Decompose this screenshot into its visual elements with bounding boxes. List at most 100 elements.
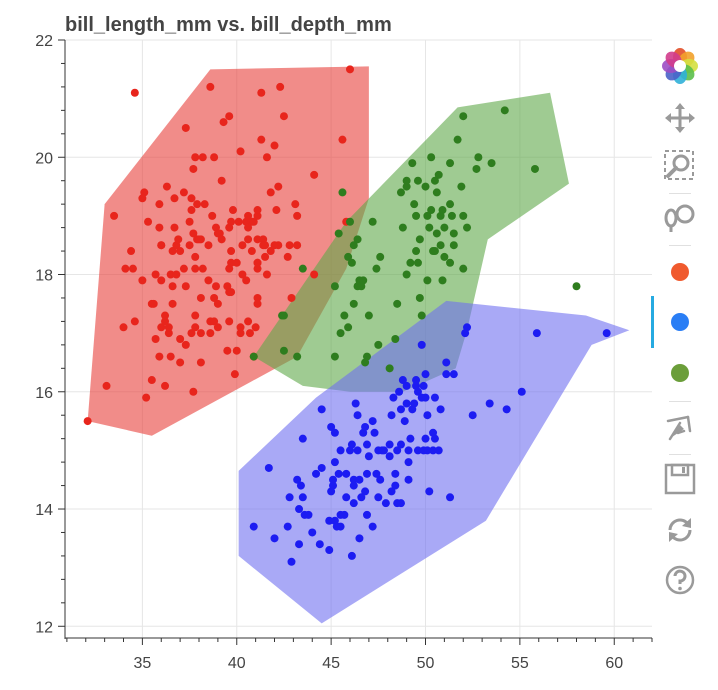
data-point [412,247,421,256]
y-tick-label: 14 [35,502,53,519]
data-point [187,194,196,203]
data-point [349,241,358,250]
data-point [166,352,175,361]
data-point [353,446,362,455]
legend-toggle-blue-icon[interactable] [658,300,702,344]
chart-title: bill_length_mm vs. bill_depth_mm [65,14,392,36]
data-point [198,153,207,162]
data-point [155,200,164,209]
data-point [364,452,373,461]
data-point [413,387,422,396]
data-point [474,153,483,162]
data-point [442,358,451,367]
data-point [402,270,411,279]
data-point [385,452,394,461]
data-point [147,376,156,385]
reset-icon[interactable] [658,508,702,552]
data-point [262,270,271,279]
data-point [402,381,411,390]
data-point [138,276,147,285]
data-point [355,475,364,484]
data-point [417,311,426,320]
data-point [236,147,245,156]
data-point [211,282,220,291]
pan-icon[interactable] [658,96,702,140]
data-point [500,106,509,115]
data-point [279,112,288,121]
data-point [261,252,270,261]
data-point [446,159,455,168]
data-point [446,493,455,502]
legend-toggle-red-icon[interactable] [658,250,702,294]
data-point [530,164,539,173]
data-point [330,352,339,361]
data-point [227,258,236,267]
data-point [362,469,371,478]
bokeh-logo-icon[interactable] [658,44,702,88]
data-point [287,293,296,302]
data-point [372,264,381,273]
data-point [293,211,302,220]
data-point [393,299,402,308]
help-icon[interactable] [658,558,702,602]
data-point [279,311,288,320]
hull-polygon [253,92,569,392]
data-point [83,417,92,426]
data-point [459,112,468,121]
data-point [138,194,147,203]
data-point [253,206,262,215]
data-point [457,182,466,191]
data-point [238,241,247,250]
y-tick-label: 12 [35,619,53,636]
data-point [347,258,356,267]
data-point [242,276,251,285]
data-point [402,182,411,191]
data-point [285,241,294,250]
data-point [362,440,371,449]
data-point [421,393,430,402]
data-point [293,241,302,250]
save-icon[interactable] [658,457,702,501]
data-point [398,376,407,385]
data-point [355,534,364,543]
data-point [266,247,275,256]
data-point [191,311,200,320]
data-point [421,434,430,443]
data-point [151,270,160,279]
data-point [391,469,400,478]
data-point [406,258,415,267]
data-point [430,434,439,443]
x-tick-label: 45 [322,655,340,672]
lasso-icon[interactable] [658,196,702,240]
box-zoom-icon[interactable] [658,144,702,188]
data-point [425,223,434,232]
data-point [168,299,177,308]
x-tick-label: 40 [228,655,246,672]
data-point [274,182,283,191]
data-point [459,264,468,273]
data-point [161,381,170,390]
data-point [223,346,232,355]
scatter-plot[interactable]: 35 40 45 50 55 60 12 14 16 18 20 22 [0,0,660,690]
data-point [338,188,347,197]
data-point [438,206,447,215]
data-point [181,340,190,349]
y-tick-label: 22 [35,33,53,50]
tap-icon[interactable] [658,405,702,449]
data-point [402,399,411,408]
data-point [395,387,404,396]
data-point [432,229,441,238]
data-point [151,335,160,343]
data-point [236,323,245,332]
data-point [244,317,253,326]
data-point [423,411,432,420]
data-point [463,323,472,332]
data-point [338,135,347,144]
data-point [368,217,377,226]
data-point [346,65,355,74]
legend-toggle-green-icon[interactable] [658,351,702,395]
data-point [127,247,136,256]
data-point [368,522,377,531]
data-point [463,223,472,232]
data-point [327,487,336,496]
